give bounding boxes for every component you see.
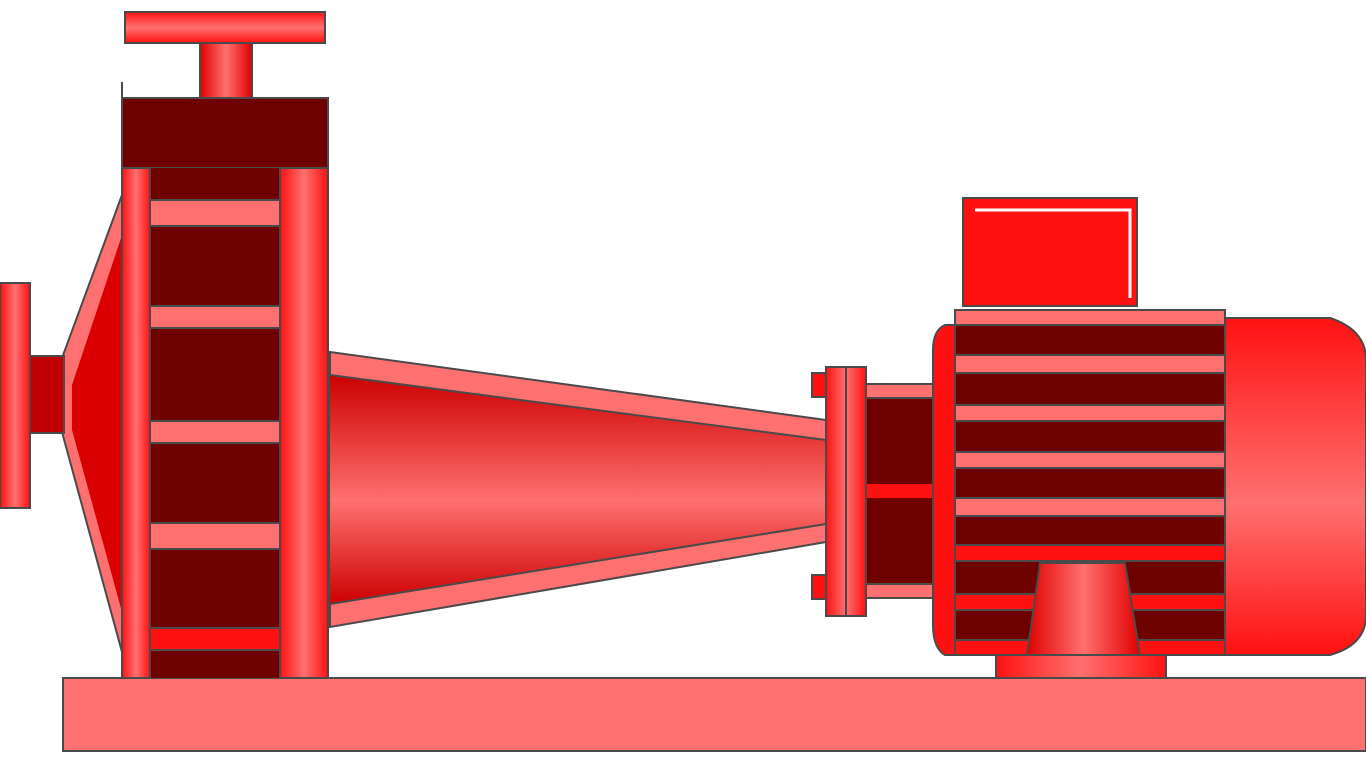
motor-foot [995, 562, 1167, 679]
motor-fan-cover [1224, 317, 1366, 656]
inlet-cone [61, 194, 123, 653]
bearing-frame [329, 350, 827, 629]
pump-volute-casing [121, 82, 329, 679]
base-plate [62, 677, 1366, 752]
shaft-coupling [811, 366, 941, 617]
motor-terminal-box [962, 197, 1138, 307]
outlet-flange [124, 11, 326, 99]
inlet-flange [0, 282, 65, 509]
